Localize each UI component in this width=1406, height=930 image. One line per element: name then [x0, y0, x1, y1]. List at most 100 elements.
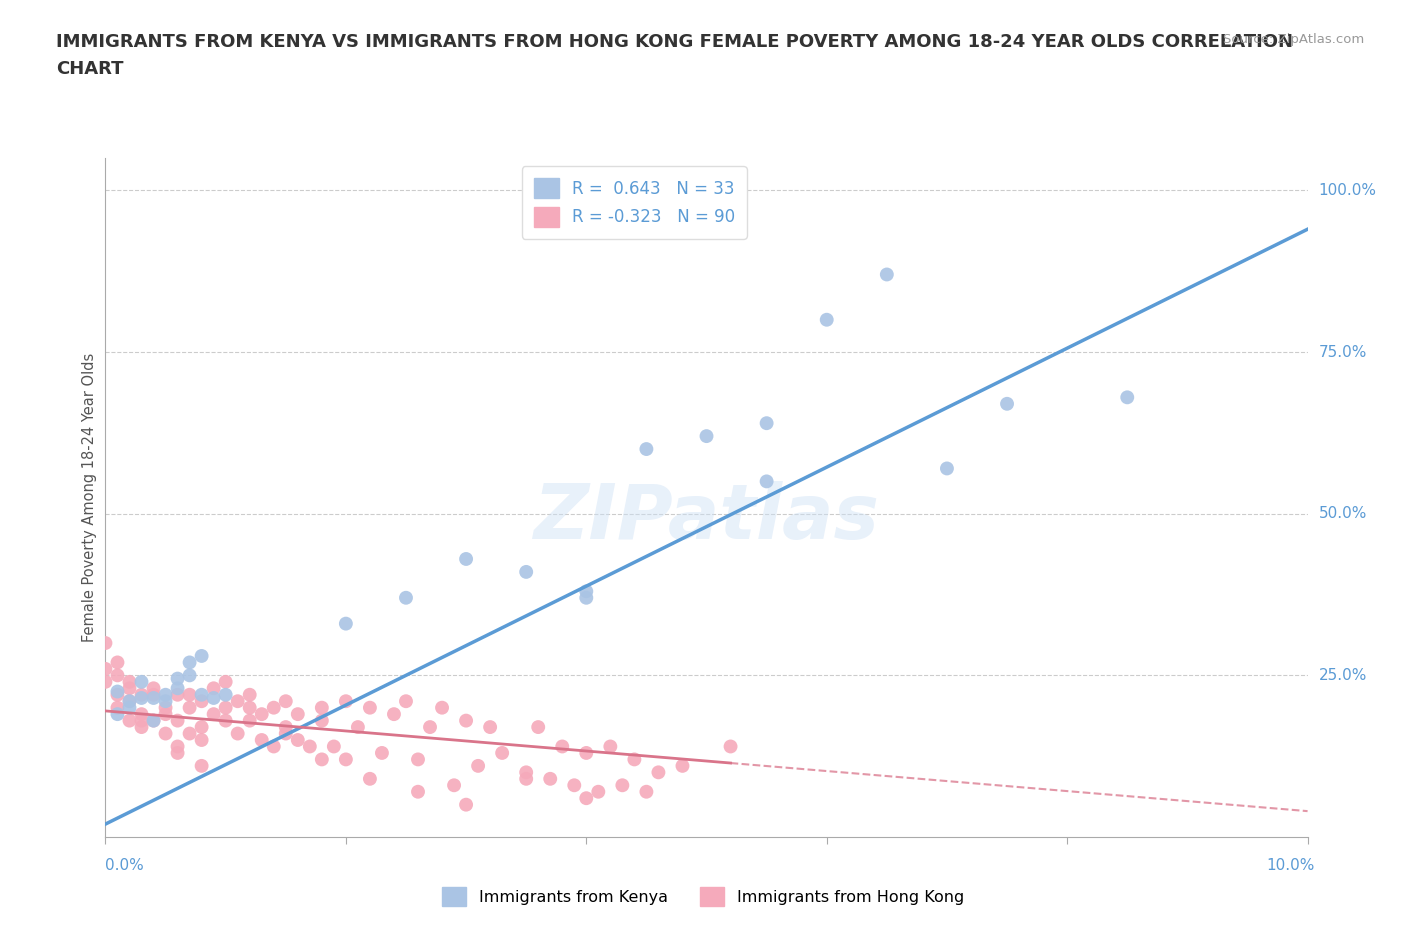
Point [190, 694, 212, 709]
Point [612, 777, 634, 792]
Point [467, 759, 489, 774]
Point [359, 700, 381, 715]
Point [118, 681, 141, 696]
Point [250, 707, 273, 722]
Point [202, 691, 225, 706]
Point [443, 777, 465, 792]
Point [214, 713, 236, 728]
Point [335, 752, 357, 767]
Point [118, 694, 141, 709]
Text: 100.0%: 100.0% [1319, 183, 1376, 198]
Point [107, 687, 129, 702]
Point [311, 700, 333, 715]
Point [575, 790, 598, 805]
Point [263, 739, 285, 754]
Point [131, 687, 153, 702]
Point [815, 312, 838, 327]
Point [395, 591, 418, 605]
Point [155, 687, 177, 702]
Point [166, 713, 188, 728]
Point [190, 720, 212, 735]
Point [118, 700, 141, 715]
Point [190, 687, 212, 702]
Point [371, 746, 394, 761]
Point [190, 759, 212, 774]
Point [454, 551, 477, 566]
Point [131, 707, 153, 722]
Point [287, 707, 309, 722]
Point [479, 720, 502, 735]
Point [335, 694, 357, 709]
Point [94, 674, 117, 689]
Point [155, 726, 177, 741]
Point [382, 707, 405, 722]
Point [179, 687, 201, 702]
Point [118, 713, 141, 728]
Point [131, 674, 153, 689]
Point [995, 396, 1018, 411]
Point [202, 707, 225, 722]
Point [118, 674, 141, 689]
Text: CHART: CHART [56, 60, 124, 78]
Point [166, 671, 188, 686]
Point [166, 681, 188, 696]
Point [1116, 390, 1139, 405]
Point [274, 694, 297, 709]
Point [419, 720, 441, 735]
Point [179, 668, 201, 683]
Point [755, 474, 778, 489]
Text: 25.0%: 25.0% [1319, 668, 1367, 683]
Point [755, 416, 778, 431]
Point [515, 771, 537, 786]
Point [720, 739, 742, 754]
Point [166, 746, 188, 761]
Point [575, 746, 598, 761]
Point [347, 720, 370, 735]
Point [202, 681, 225, 696]
Point [190, 648, 212, 663]
Point [142, 713, 165, 728]
Point [322, 739, 344, 754]
Y-axis label: Female Poverty Among 18-24 Year Olds: Female Poverty Among 18-24 Year Olds [82, 352, 97, 643]
Point [155, 700, 177, 715]
Point [623, 752, 645, 767]
Text: Source: ZipAtlas.com: Source: ZipAtlas.com [1223, 33, 1364, 46]
Point [274, 720, 297, 735]
Point [190, 733, 212, 748]
Text: 50.0%: 50.0% [1319, 506, 1367, 521]
Text: 10.0%: 10.0% [1267, 857, 1315, 872]
Point [142, 713, 165, 728]
Point [359, 771, 381, 786]
Point [515, 764, 537, 779]
Point [647, 764, 669, 779]
Point [226, 726, 249, 741]
Point [250, 733, 273, 748]
Point [179, 726, 201, 741]
Point [166, 739, 188, 754]
Point [214, 674, 236, 689]
Point [395, 694, 418, 709]
Point [311, 713, 333, 728]
Text: ZIPatlas: ZIPatlas [533, 481, 880, 555]
Point [214, 687, 236, 702]
Point [636, 442, 658, 457]
Point [538, 771, 561, 786]
Point [551, 739, 574, 754]
Point [263, 700, 285, 715]
Point [239, 687, 262, 702]
Point [107, 700, 129, 715]
Point [599, 739, 621, 754]
Point [876, 267, 898, 282]
Point [335, 617, 357, 631]
Legend: R =  0.643   N = 33, R = -0.323   N = 90: R = 0.643 N = 33, R = -0.323 N = 90 [522, 166, 747, 239]
Point [588, 784, 610, 799]
Point [454, 713, 477, 728]
Text: IMMIGRANTS FROM KENYA VS IMMIGRANTS FROM HONG KONG FEMALE POVERTY AMONG 18-24 YE: IMMIGRANTS FROM KENYA VS IMMIGRANTS FROM… [56, 33, 1294, 50]
Point [406, 752, 429, 767]
Point [179, 700, 201, 715]
Point [287, 733, 309, 748]
Point [575, 584, 598, 599]
Point [179, 655, 201, 670]
Point [936, 461, 959, 476]
Point [527, 720, 550, 735]
